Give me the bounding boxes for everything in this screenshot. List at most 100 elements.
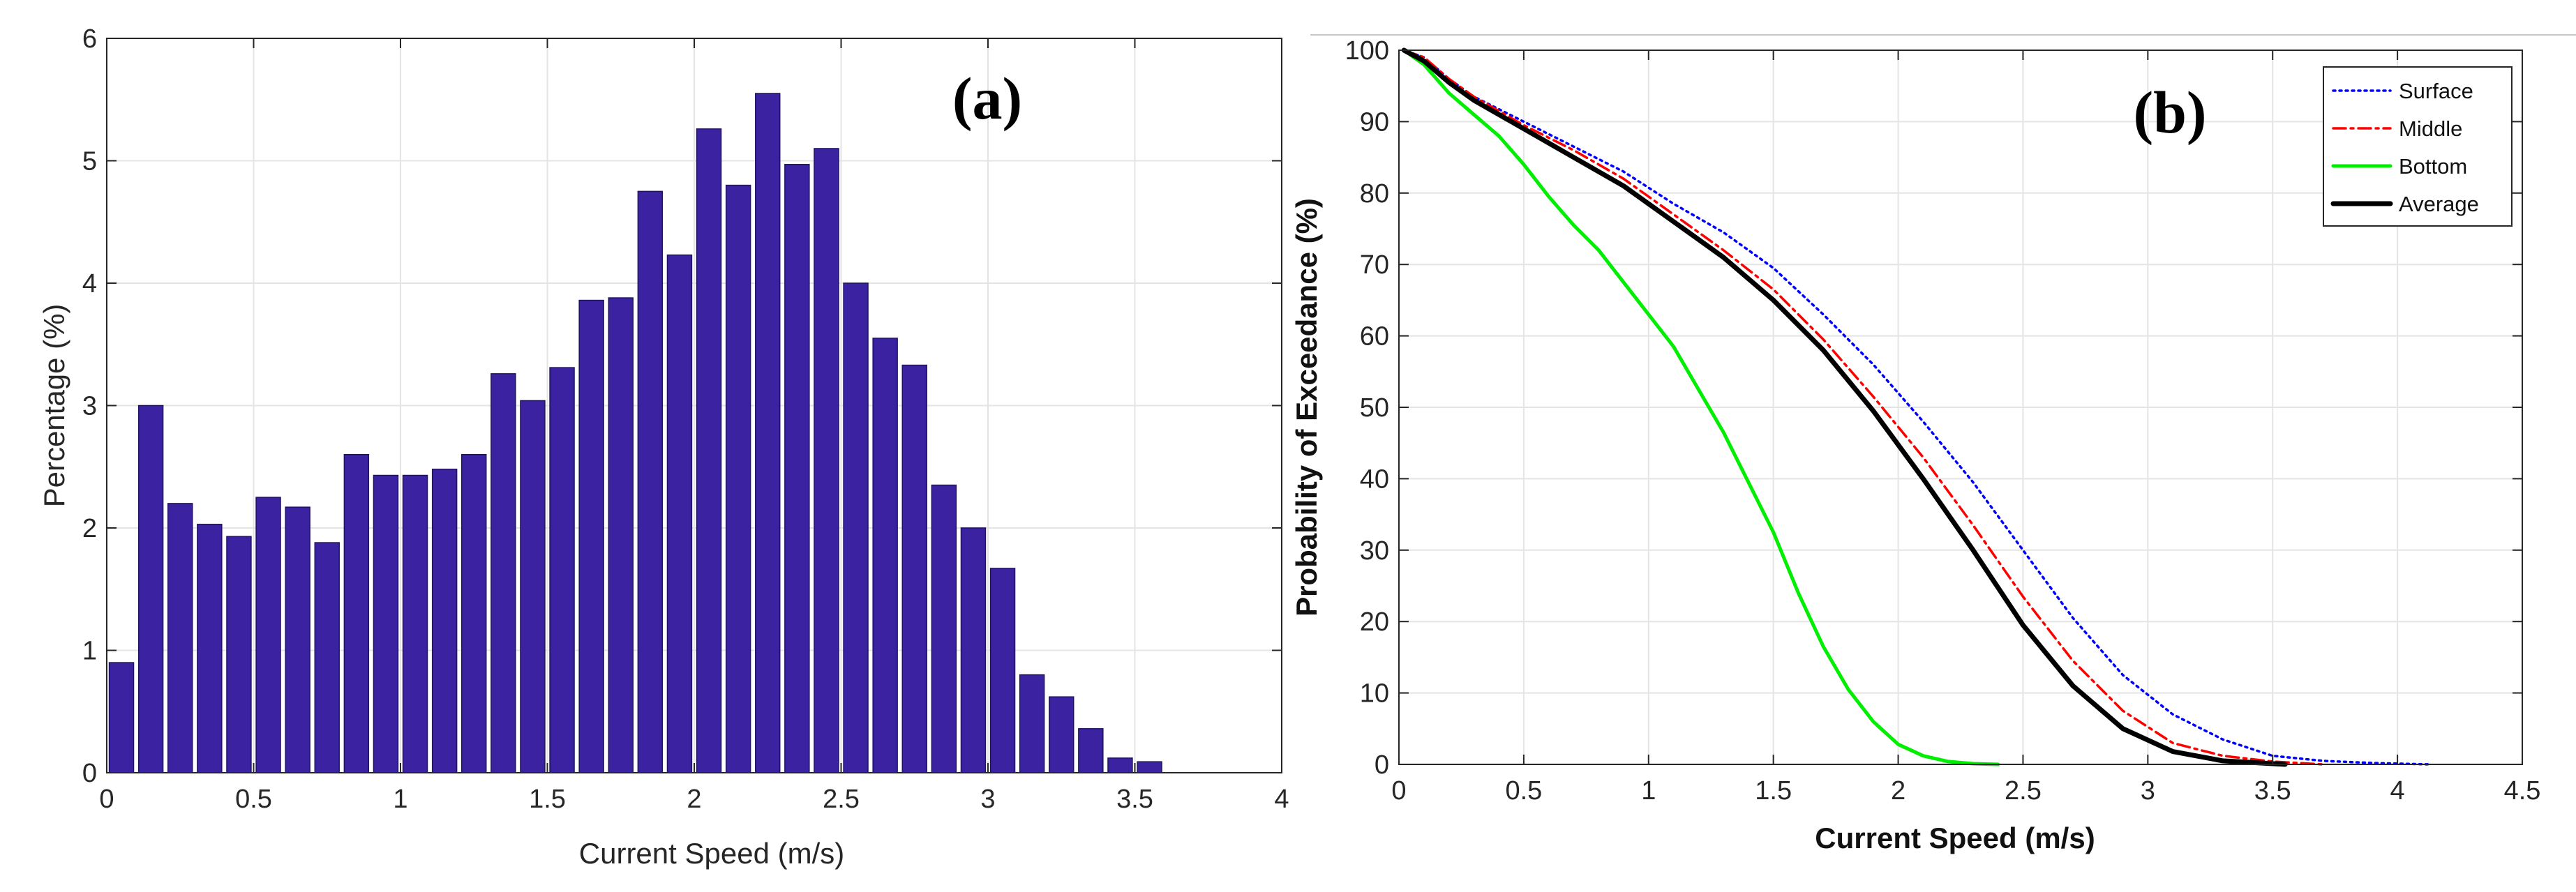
series-line-surface: [1402, 49, 2432, 766]
x-tick-label: 2: [687, 785, 701, 814]
x-tick-label: 0: [1391, 776, 1406, 806]
y-tick-label: 50: [1360, 393, 1389, 423]
legend-entry-middle: Middle: [2332, 116, 2462, 141]
panel-b-grid: [1399, 50, 2522, 764]
x-tick-label: 0: [99, 785, 114, 814]
panel-b-y-axis-label: Probability of Exceedance (%): [1290, 198, 1323, 617]
series-line-bottom: [1402, 48, 2000, 766]
panel-a-bars: [108, 93, 1162, 773]
x-tick-label: 3: [2141, 776, 2155, 806]
x-tick-label: 0.5: [235, 785, 272, 814]
panel-a-label: (a): [952, 65, 1022, 132]
histogram-bar: [137, 405, 164, 773]
histogram-bar: [578, 299, 604, 773]
histogram-bar: [255, 497, 281, 773]
histogram-bar: [1049, 696, 1074, 773]
histogram-bar: [696, 128, 722, 773]
panel-b-legend: Surface Middle Bottom Average: [2323, 66, 2513, 227]
y-tick-label: 100: [1345, 36, 1389, 66]
panel-a-y-axis-label: Percentage (%): [38, 304, 70, 508]
histogram-bar: [402, 474, 428, 773]
histogram-bar: [549, 367, 575, 773]
y-tick-label: 70: [1360, 250, 1389, 280]
legend-entry-surface: Surface: [2332, 79, 2473, 103]
histogram-bar: [1107, 757, 1133, 773]
histogram-bar: [637, 190, 664, 773]
panel-a-histogram: 0 0.5 1 1.5 2 2.5 3 3.5 4 0 1 2 3 4 5 6 Current Speed (…: [38, 24, 1289, 870]
panel-a-x-axis-label: Current Speed (m/s): [579, 837, 844, 870]
histogram-bar: [226, 536, 252, 773]
histogram-bar: [872, 338, 898, 773]
histogram-bar: [843, 282, 869, 773]
x-tick-label: 3.5: [1116, 785, 1153, 814]
y-tick-label: 60: [1360, 322, 1389, 351]
series-line-middle: [1402, 49, 2324, 766]
panel-b-exceedance: 0 0.5 1 1.5 2 2.5 3 3.5 4 4.5 0 10 20 30 40 50 60 70 80 90 1…: [1290, 36, 2540, 854]
histogram-bar: [167, 503, 193, 773]
panel-b-x-axis-label: Current Speed (m/s): [1815, 822, 2095, 854]
x-tick-label: 1: [1641, 776, 1656, 806]
y-tick-label: 3: [82, 392, 97, 421]
series-line-average: [1401, 47, 2288, 767]
histogram-bar: [901, 364, 927, 773]
legend-entry-average: Average: [2330, 192, 2479, 216]
y-tick-label: 4: [82, 269, 97, 298]
histogram-bar: [108, 662, 135, 773]
y-tick-label: 5: [82, 147, 97, 176]
y-tick-label: 20: [1360, 607, 1389, 637]
histogram-bar: [608, 297, 634, 773]
histogram-bar: [431, 469, 458, 773]
legend-label-surface: Surface: [2399, 79, 2473, 103]
x-tick-label: 4: [1274, 785, 1289, 814]
x-tick-label: 3: [980, 785, 995, 814]
y-tick-label: 30: [1360, 536, 1389, 566]
y-tick-label: 80: [1360, 179, 1389, 209]
histogram-bar: [725, 184, 751, 773]
x-tick-label: 1.5: [529, 785, 566, 814]
histogram-bar: [1078, 728, 1104, 773]
x-tick-label: 1: [393, 785, 407, 814]
y-tick-label: 10: [1360, 679, 1389, 709]
histogram-bar: [931, 484, 957, 773]
legend-entry-bottom: Bottom: [2331, 154, 2467, 179]
legend-label-middle: Middle: [2399, 116, 2462, 141]
x-tick-label: 4.5: [2504, 776, 2541, 806]
histogram-bar: [343, 453, 370, 773]
panel-b-label: (b): [2133, 79, 2206, 146]
histogram-bar: [784, 164, 810, 773]
histogram-bar: [989, 568, 1016, 773]
x-tick-label: 4: [2390, 776, 2405, 806]
x-tick-label: 1.5: [1755, 776, 1792, 806]
y-tick-label: 1: [82, 637, 97, 666]
histogram-bar: [814, 148, 839, 773]
legend-box: [2323, 66, 2513, 227]
y-tick-label: 90: [1360, 107, 1389, 137]
panel-b-ticks: 0 0.5 1 1.5 2 2.5 3 3.5 4 4.5 0 10 20 30 40 50 60 70 80 90 1…: [1345, 36, 2541, 806]
histogram-bar: [960, 527, 987, 773]
x-tick-label: 3.5: [2254, 776, 2291, 806]
histogram-bar: [755, 93, 781, 773]
legend-label-bottom: Bottom: [2399, 154, 2467, 179]
histogram-bar: [197, 523, 223, 773]
panel-a-ticks: 0 0.5 1 1.5 2 2.5 3 3.5 4 0 1 2 3 4 5 6: [82, 24, 1289, 814]
histogram-bar: [461, 453, 487, 773]
y-tick-label: 40: [1360, 464, 1389, 494]
y-tick-label: 6: [82, 24, 97, 54]
x-tick-label: 2.5: [2005, 776, 2042, 806]
histogram-bar: [520, 400, 546, 773]
x-tick-label: 0.5: [1505, 776, 1542, 806]
legend-label-average: Average: [2399, 192, 2479, 216]
histogram-bar: [314, 542, 340, 773]
y-tick-label: 2: [82, 514, 97, 543]
y-tick-label: 0: [82, 759, 97, 788]
histogram-bar: [373, 474, 399, 773]
x-tick-label: 2: [1891, 776, 1905, 806]
histogram-bar: [1019, 674, 1045, 773]
panel-b-series-lines: [1401, 47, 2432, 767]
y-tick-label: 0: [1375, 750, 1389, 780]
x-tick-label: 2.5: [823, 785, 860, 814]
histogram-bar: [285, 506, 310, 773]
histogram-bar: [1137, 761, 1162, 773]
histogram-bar: [666, 254, 693, 773]
